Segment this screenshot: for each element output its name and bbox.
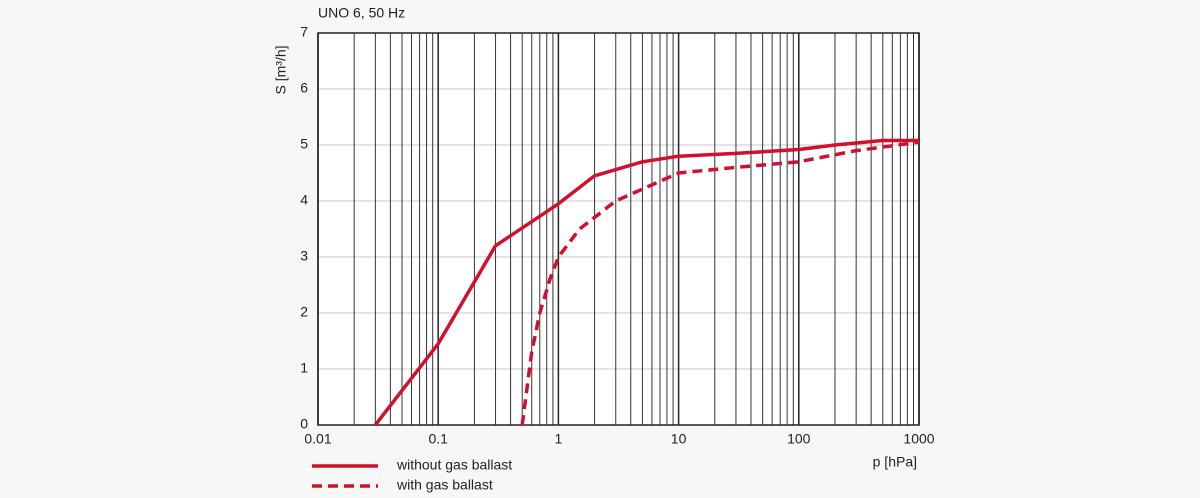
x-tick-label: 1000 bbox=[903, 431, 934, 447]
legend-label: without gas ballast bbox=[396, 457, 512, 473]
y-tick-label: 0 bbox=[300, 416, 308, 432]
x-tick-label: 100 bbox=[787, 431, 811, 447]
y-tick-label: 2 bbox=[300, 304, 308, 320]
plot-frame bbox=[317, 32, 920, 426]
y-tick-label: 3 bbox=[300, 248, 308, 264]
y-tick-label: 4 bbox=[300, 192, 308, 208]
y-tick-label: 6 bbox=[300, 80, 308, 96]
y-tick-label: 5 bbox=[300, 136, 308, 152]
plot-area bbox=[318, 33, 919, 425]
y-axis-label: S [m³/h] bbox=[273, 45, 289, 94]
x-tick-label: 10 bbox=[671, 431, 687, 447]
y-tick-label: 7 bbox=[300, 24, 308, 40]
chart-title: UNO 6, 50 Hz bbox=[318, 5, 405, 21]
x-tick-label: 0.1 bbox=[428, 431, 448, 447]
series-line bbox=[520, 140, 920, 426]
legend-label: with gas ballast bbox=[396, 477, 493, 493]
x-tick-label: 1 bbox=[555, 431, 563, 447]
x-tick-label: 0.01 bbox=[304, 431, 331, 447]
y-tick-label: 1 bbox=[300, 360, 308, 376]
x-axis-label: p [hPa] bbox=[873, 454, 917, 470]
series-line bbox=[373, 138, 919, 427]
